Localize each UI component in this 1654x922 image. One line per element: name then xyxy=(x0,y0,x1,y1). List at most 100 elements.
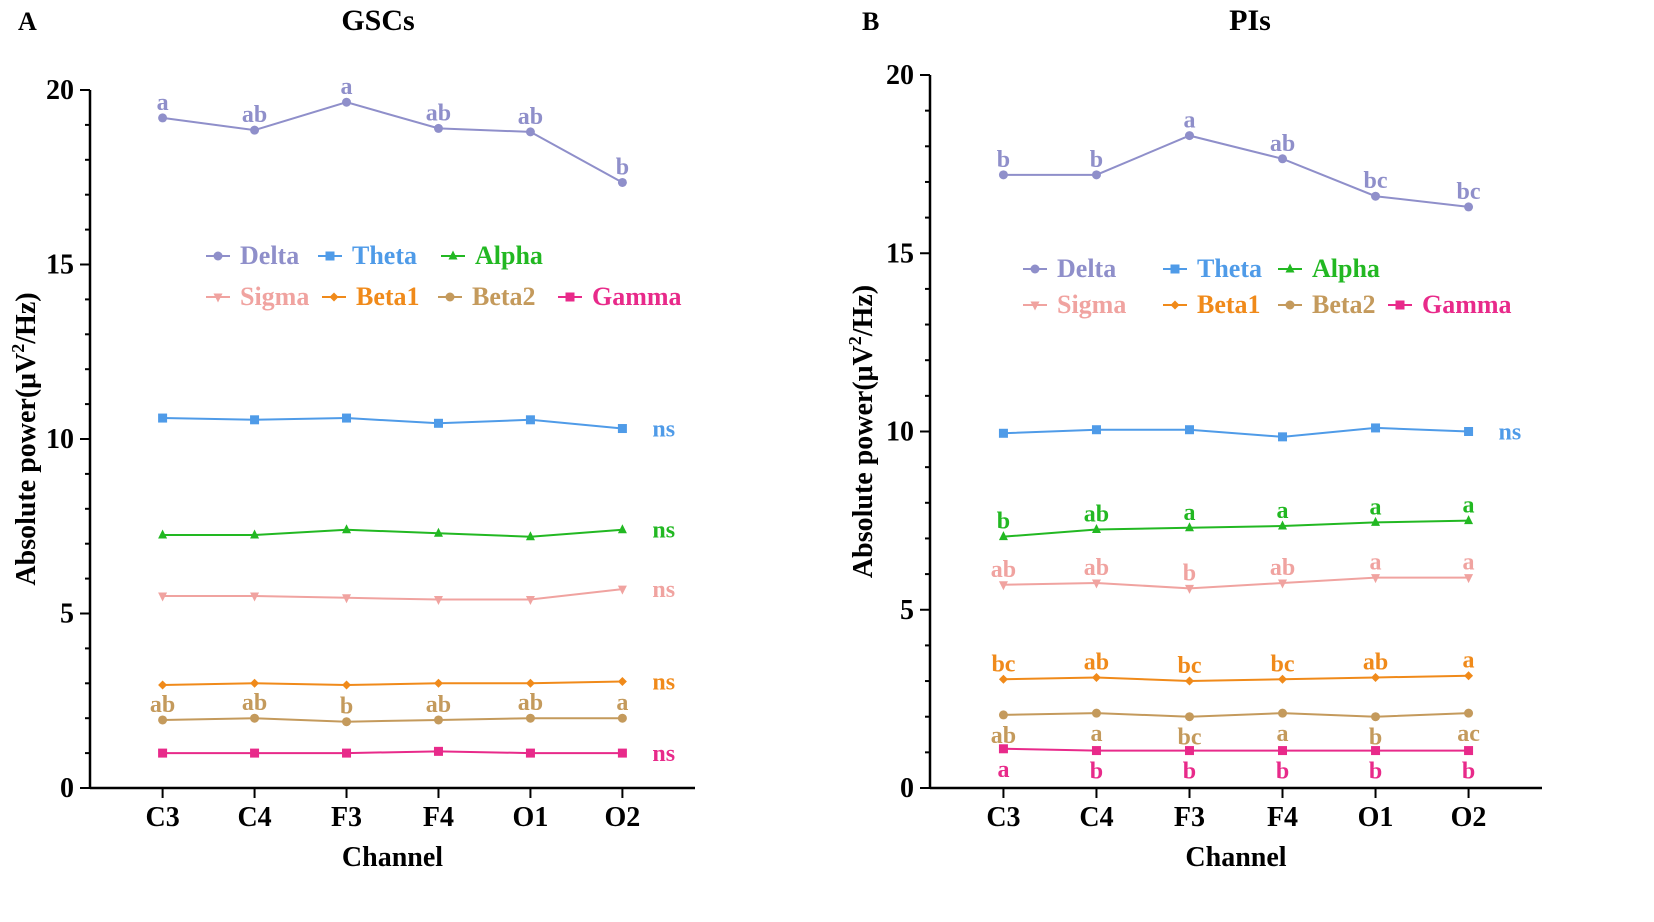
legend-label: Gamma xyxy=(1422,290,1512,319)
significance-letter: ab xyxy=(242,690,267,716)
significance-letter: b xyxy=(1276,759,1289,785)
data-point-sigma xyxy=(1184,584,1194,594)
data-point-delta xyxy=(525,127,535,137)
significance-letter: ab xyxy=(426,692,451,718)
data-point-theta xyxy=(1464,427,1474,436)
legend-item-beta2: Beta2 xyxy=(438,282,536,311)
significance-letter: a xyxy=(1370,494,1382,520)
data-point-gamma xyxy=(525,748,535,758)
data-point-gamma xyxy=(433,746,443,756)
data-point-sigma xyxy=(433,596,443,606)
data-point-beta1 xyxy=(1184,676,1194,686)
series-theta: ns xyxy=(998,420,1521,446)
legend-marker-gamma xyxy=(565,292,575,302)
series-theta: ns xyxy=(158,413,675,443)
data-point-alpha xyxy=(617,524,627,534)
significance-letter: ab xyxy=(518,104,543,130)
legend: Delta Theta Alpha Sigma Beta1 Beta2 Gamma xyxy=(206,241,682,311)
data-point-beta2 xyxy=(1278,708,1288,718)
data-point-alpha xyxy=(1464,515,1474,525)
data-point-sigma xyxy=(525,596,535,606)
legend-item-beta1: Beta1 xyxy=(1163,290,1261,319)
significance-letter: a xyxy=(1277,498,1289,524)
significance-letter: a xyxy=(1183,500,1195,526)
x-tick-label: O2 xyxy=(605,802,641,833)
significance-letter: b xyxy=(1369,725,1382,751)
legend-label: Sigma xyxy=(1057,290,1126,319)
significance-letter: ab xyxy=(426,100,451,126)
y-tick-label: 15 xyxy=(46,250,74,281)
x-tick-label: C4 xyxy=(237,802,271,833)
series-sigma: ab ab b ab a a xyxy=(991,550,1475,594)
legend-label: Beta2 xyxy=(472,282,536,311)
series-line-theta xyxy=(162,417,623,430)
series-line-beta2 xyxy=(162,717,623,723)
data-point-sigma xyxy=(1091,579,1101,589)
legend-item-alpha: Alpha xyxy=(441,241,543,270)
significance-letter: b xyxy=(1183,560,1196,586)
significance-letter: a xyxy=(1370,550,1382,576)
legend-marker-theta xyxy=(1170,264,1180,274)
legend-label: Alpha xyxy=(1312,254,1380,283)
legend-label: Theta xyxy=(352,241,417,270)
x-axis-label: Channel xyxy=(1185,842,1286,873)
series-line-beta1 xyxy=(162,680,623,687)
significance-letter: b xyxy=(1369,759,1382,785)
legend-marker-beta2 xyxy=(445,292,455,302)
significance-letter: bc xyxy=(1457,179,1481,205)
significance-letter: a xyxy=(341,74,353,100)
data-point-theta xyxy=(250,415,260,425)
series-alpha: ns xyxy=(158,518,675,544)
data-point-beta2 xyxy=(998,710,1008,720)
x-axis-label: Channel xyxy=(342,842,443,873)
data-point-theta xyxy=(433,418,443,428)
data-point-beta2 xyxy=(1371,712,1381,722)
series-line-gamma xyxy=(1003,747,1469,752)
legend-label: Delta xyxy=(240,241,299,270)
data-point-gamma xyxy=(1371,746,1381,756)
data-point-theta xyxy=(617,424,627,434)
legend-label: Beta1 xyxy=(1197,290,1261,319)
data-point-sigma xyxy=(250,592,260,602)
data-point-gamma xyxy=(1464,746,1474,756)
data-point-alpha xyxy=(525,531,535,541)
data-point-beta1 xyxy=(617,677,627,687)
data-point-gamma xyxy=(1091,746,1101,756)
x-tick-label: F4 xyxy=(1267,802,1298,833)
data-point-alpha xyxy=(1091,524,1101,534)
data-point-beta1 xyxy=(342,680,352,690)
data-point-gamma xyxy=(1278,746,1288,756)
significance-letter: a xyxy=(1277,721,1289,747)
legend-marker-theta xyxy=(325,251,335,261)
legend-item-theta: Theta xyxy=(1163,254,1262,283)
data-point-beta2 xyxy=(342,717,352,727)
legend-marker-beta2 xyxy=(1285,300,1295,310)
x-tick-label: C3 xyxy=(145,802,179,833)
data-point-beta1 xyxy=(250,678,260,688)
x-tick-label: C3 xyxy=(986,802,1020,833)
significance-letter: a xyxy=(1463,493,1475,519)
legend-item-alpha: Alpha xyxy=(1278,254,1380,283)
series-line-sigma xyxy=(162,588,623,601)
legend-item-gamma: Gamma xyxy=(558,282,682,311)
series-beta2: ab ab b ab ab a xyxy=(150,690,628,727)
data-point-alpha xyxy=(250,529,260,539)
legend-label: Gamma xyxy=(592,282,682,311)
data-point-beta1 xyxy=(1371,672,1381,682)
significance-letter: ab xyxy=(1270,131,1295,157)
series-line-theta xyxy=(1003,426,1469,438)
data-point-sigma xyxy=(1278,579,1288,589)
significance-letter: ab xyxy=(1084,555,1109,581)
data-point-beta1 xyxy=(525,678,535,688)
y-tick-label: 5 xyxy=(900,595,914,626)
significance-letter: a xyxy=(997,757,1009,783)
data-point-sigma xyxy=(998,581,1008,591)
series-line-alpha xyxy=(1003,519,1469,538)
data-point-beta2 xyxy=(1184,712,1194,722)
legend-item-sigma: Sigma xyxy=(1023,290,1126,319)
ns-label: ns xyxy=(652,577,675,603)
data-point-gamma xyxy=(158,748,168,758)
series-line-sigma xyxy=(1003,576,1469,590)
y-tick-label: 20 xyxy=(886,60,914,91)
significance-letter: bc xyxy=(1177,653,1201,679)
